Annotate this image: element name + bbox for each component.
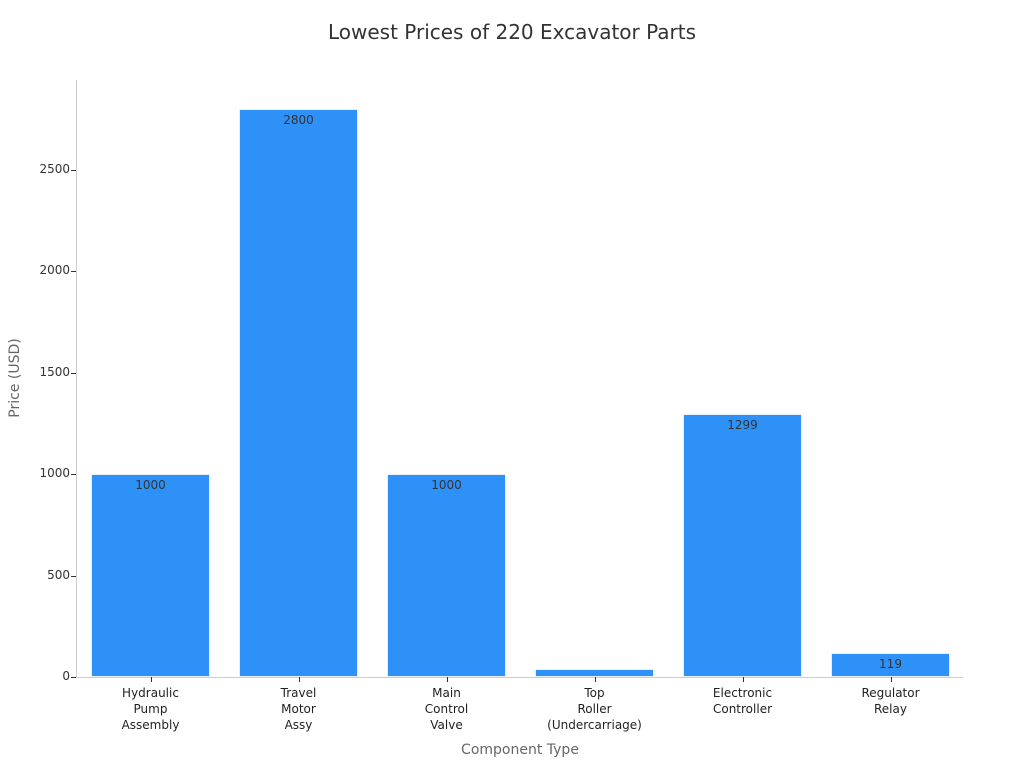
x-tick-label: Hydraulic Pump Assembly [121,686,180,732]
x-axis-label: Component Type [461,742,579,758]
x-tick-label: Top Roller (Undercarriage) [547,686,642,732]
y-tick-label: 2500 [39,162,70,176]
x-axis-line [76,677,963,678]
bar: 1299 [683,413,802,677]
y-tick-mark [71,677,76,678]
y-tick-label: 0 [62,669,70,683]
y-tick-mark [71,271,76,273]
bar-value-label: 2800 [283,113,314,128]
bar: 1000 [91,474,210,677]
y-tick-label: 1500 [39,364,70,379]
chart-title: Lowest Prices of 220 Excavator Parts [327,20,697,44]
x-tick-mark [890,677,892,682]
bar [535,668,654,677]
x-tick-label: Regulator Relay [861,686,920,716]
x-tick-mark [446,677,448,682]
y-tick-label: 2000 [39,263,70,278]
bar-value-label: 1299 [727,417,758,432]
y-tick-mark [71,474,76,476]
x-tick-mark [298,677,300,682]
x-tick-mark [742,677,744,682]
y-tick-label: 500 [47,567,70,582]
bar: 119 [831,652,950,677]
bar-value-label: 1000 [431,478,462,493]
y-tick-mark [71,170,76,171]
x-tick-label: Main Control Valve [424,686,469,732]
x-tick-mark [594,677,596,682]
bar-value-label: 1000 [135,478,166,493]
x-tick-label: Electronic Controller [712,686,773,716]
bar: 1000 [387,474,506,677]
y-tick-mark [71,575,76,577]
bar: 2800 [239,109,358,677]
bar-value-label: 119 [879,656,902,671]
y-axis-line [76,80,77,677]
y-tick-label: 1000 [39,466,70,481]
x-tick-label: Travel Motor Assy [280,686,317,732]
x-tick-mark [150,677,152,682]
y-tick-mark [71,372,76,374]
